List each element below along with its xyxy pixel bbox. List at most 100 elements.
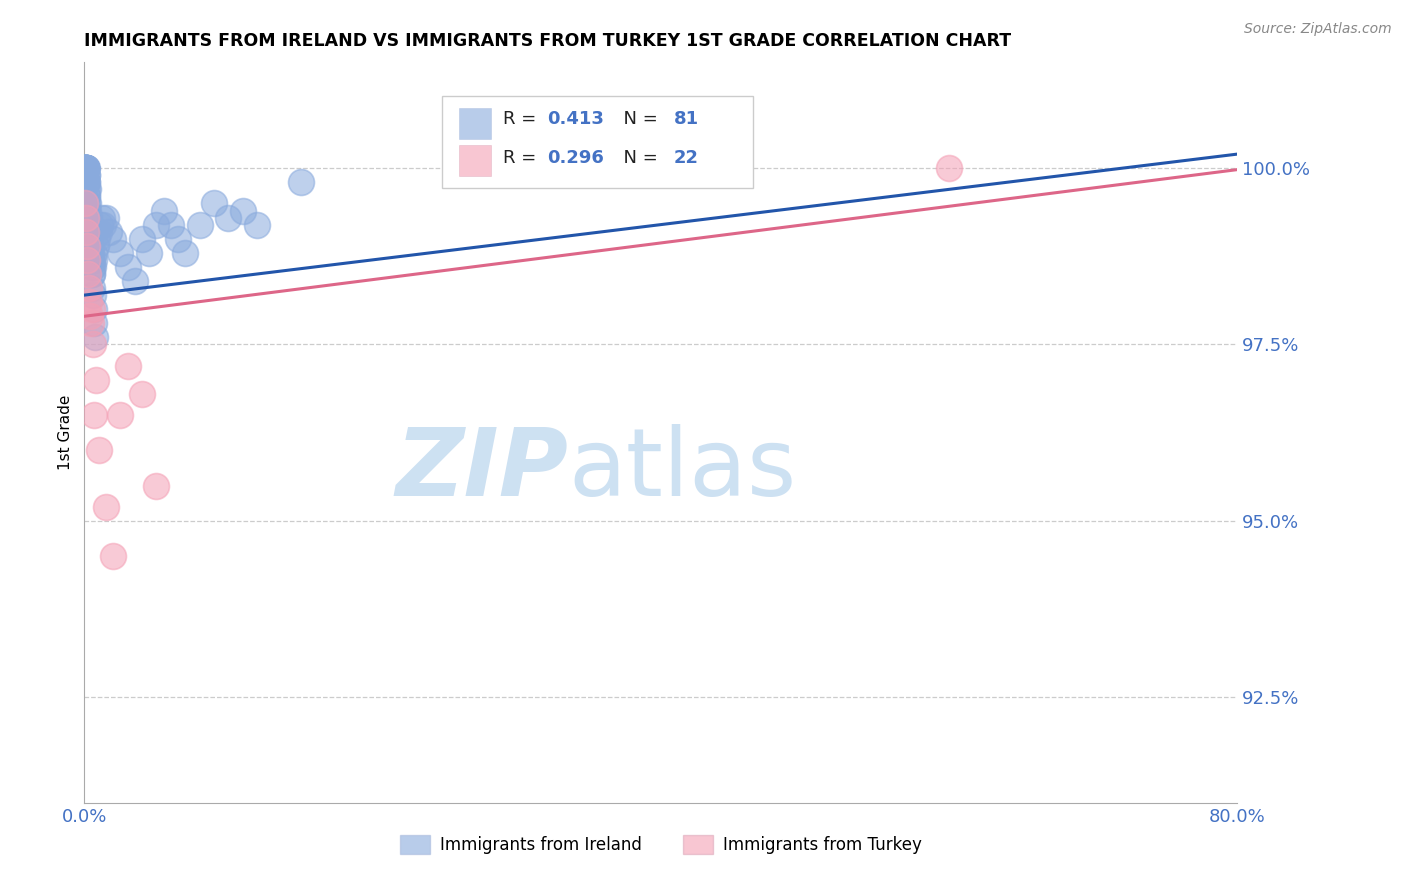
Point [167, 232, 190, 246]
Point [76, 175, 98, 189]
Point [82, 281, 104, 295]
Point [110, 245, 132, 260]
Point [76, 189, 98, 203]
Point [79, 225, 101, 239]
Point [75, 161, 97, 176]
Point [77, 281, 100, 295]
Point [80, 267, 103, 281]
Point [75, 161, 97, 176]
Point [75, 161, 97, 176]
Text: 0.296: 0.296 [547, 149, 603, 167]
Point [76, 168, 98, 182]
Point [80, 252, 103, 267]
Point [90, 211, 112, 225]
Point [131, 232, 153, 246]
Y-axis label: 1st Grade: 1st Grade [58, 395, 73, 470]
Point [188, 218, 211, 232]
Point [89, 218, 111, 232]
Point [145, 218, 167, 232]
Point [75, 161, 97, 176]
Point [76, 168, 98, 182]
Point [84, 373, 107, 387]
Point [83, 302, 105, 317]
Point [77, 267, 100, 281]
Point [152, 203, 174, 218]
Point [94, 211, 117, 225]
Point [103, 549, 124, 563]
Point [79, 252, 101, 267]
Point [938, 161, 960, 176]
Point [160, 218, 183, 232]
Point [76, 161, 98, 176]
Point [87, 443, 110, 458]
Point [97, 225, 120, 239]
Point [82, 260, 104, 274]
Point [87, 225, 110, 239]
Point [75, 161, 97, 176]
Point [76, 203, 98, 218]
Point [91, 218, 114, 232]
Text: ZIP: ZIP [395, 424, 568, 516]
Point [79, 239, 101, 253]
Point [79, 245, 101, 260]
Point [124, 274, 146, 288]
Point [76, 182, 98, 196]
Text: Source: ZipAtlas.com: Source: ZipAtlas.com [1244, 22, 1392, 37]
Point [94, 500, 117, 514]
Point [76, 175, 98, 189]
Point [80, 267, 103, 281]
Point [76, 196, 98, 211]
Point [83, 252, 105, 267]
Point [77, 232, 100, 246]
Point [82, 260, 104, 274]
Point [76, 239, 98, 253]
Point [86, 232, 108, 246]
Point [110, 408, 132, 422]
Point [232, 203, 254, 218]
Point [82, 337, 104, 351]
Point [76, 252, 98, 267]
Point [75, 161, 97, 176]
Point [75, 161, 97, 176]
FancyBboxPatch shape [460, 145, 491, 176]
Point [77, 232, 100, 246]
Point [138, 245, 160, 260]
Text: IMMIGRANTS FROM IRELAND VS IMMIGRANTS FROM TURKEY 1ST GRADE CORRELATION CHART: IMMIGRANTS FROM IRELAND VS IMMIGRANTS FR… [84, 32, 1011, 50]
Point [77, 225, 100, 239]
Point [75, 211, 97, 225]
Point [80, 252, 103, 267]
Point [82, 288, 104, 302]
Point [145, 478, 167, 492]
Text: R =: R = [503, 111, 541, 128]
Point [75, 161, 97, 176]
Text: N =: N = [613, 149, 664, 167]
Legend: Immigrants from Ireland, Immigrants from Turkey: Immigrants from Ireland, Immigrants from… [392, 829, 929, 861]
Point [80, 316, 103, 330]
Point [76, 189, 98, 203]
Text: 22: 22 [673, 149, 699, 167]
Point [76, 211, 98, 225]
Point [218, 211, 240, 225]
Point [79, 232, 101, 246]
Text: 81: 81 [673, 111, 699, 128]
Point [76, 182, 98, 196]
Point [174, 245, 197, 260]
Point [77, 239, 100, 253]
Point [83, 245, 105, 260]
Point [83, 316, 105, 330]
Point [80, 302, 103, 317]
Text: 0.413: 0.413 [547, 111, 603, 128]
Point [84, 330, 107, 344]
Text: R =: R = [503, 149, 541, 167]
Point [77, 196, 100, 211]
Point [75, 225, 97, 239]
Point [75, 161, 97, 176]
Point [290, 175, 312, 189]
Point [75, 161, 97, 176]
Point [83, 408, 105, 422]
Point [79, 239, 101, 253]
Point [75, 175, 97, 189]
Point [79, 295, 101, 310]
FancyBboxPatch shape [441, 95, 754, 188]
Point [75, 161, 97, 176]
